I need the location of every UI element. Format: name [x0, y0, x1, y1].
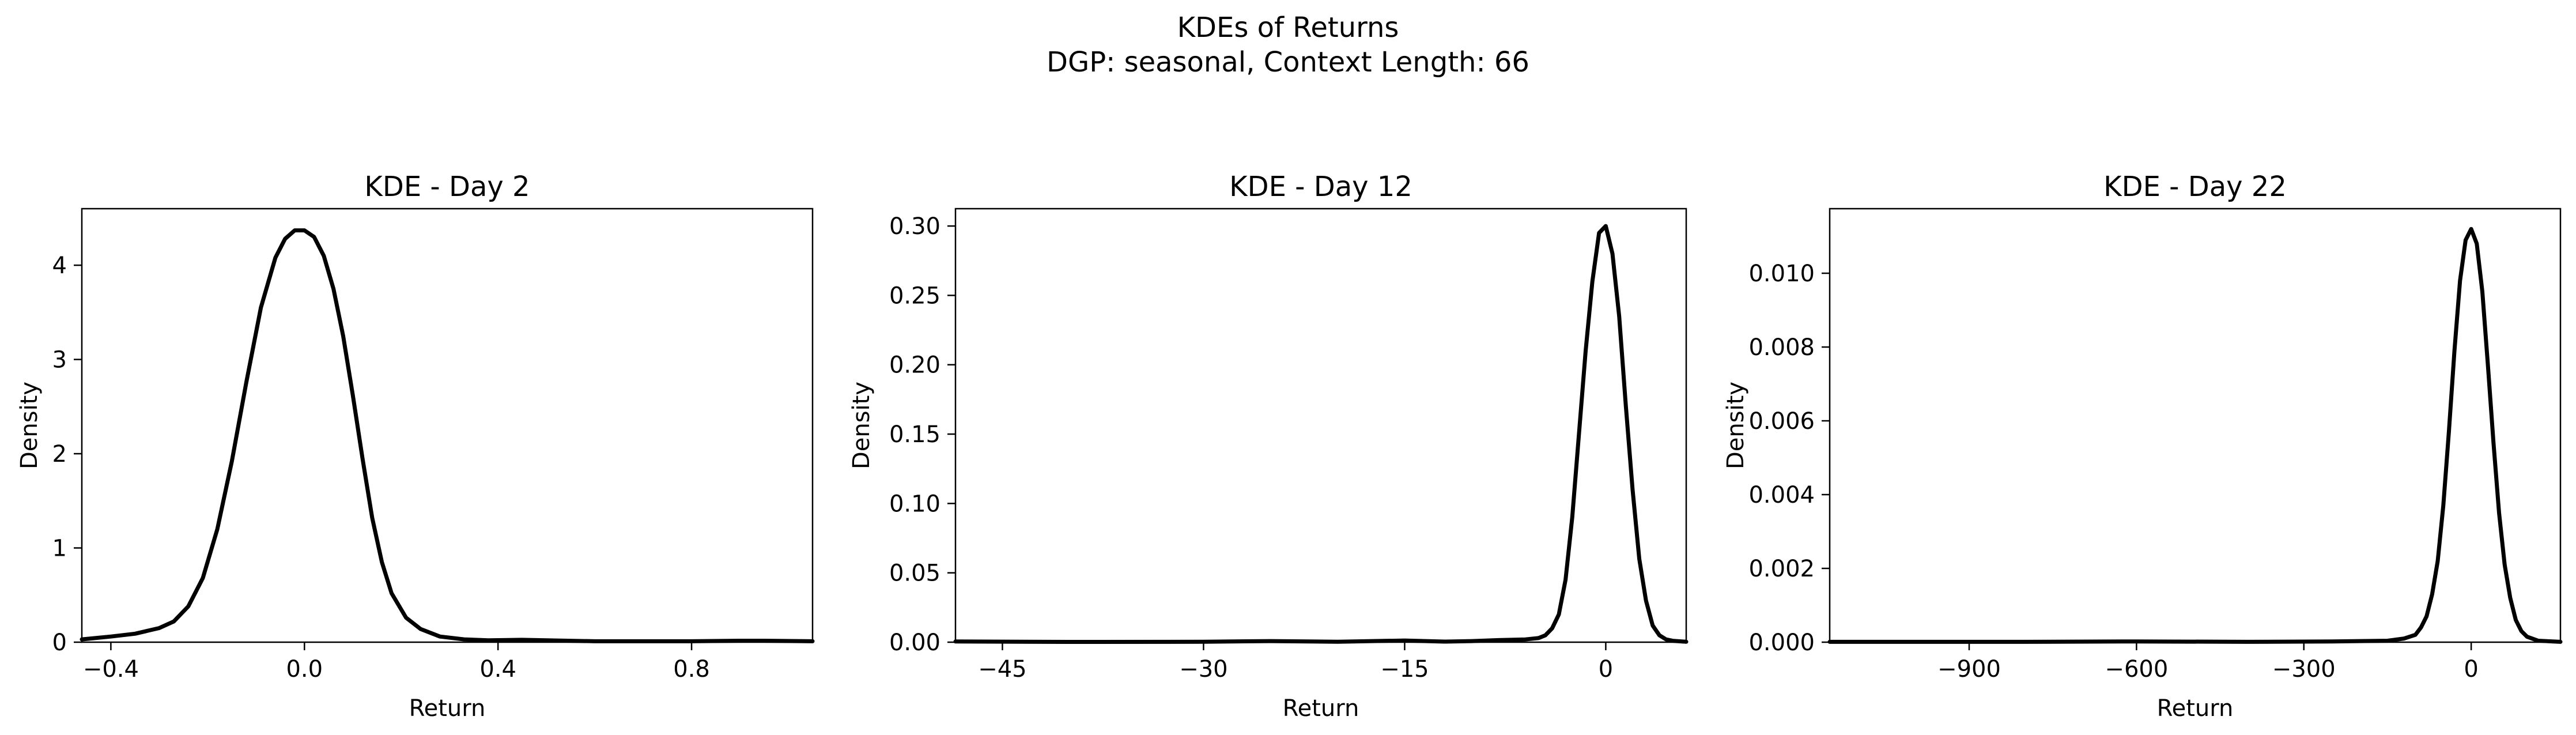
y-tick-label: 0.15	[889, 421, 940, 448]
y-axis-label: Density	[848, 382, 875, 469]
x-tick-label: 0	[1599, 656, 1613, 683]
y-tick-label: 0.008	[1748, 334, 1815, 361]
x-axis-label: Return	[2157, 695, 2234, 722]
y-tick-label: 1	[52, 536, 67, 562]
x-tick-label: −300	[2272, 656, 2336, 683]
y-tick-label: 0.00	[889, 630, 940, 656]
y-tick-label: 0.30	[889, 213, 940, 240]
figure-title: KDEs of Returns DGP: seasonal, Context L…	[0, 10, 2576, 80]
y-axis-label: Density	[1723, 382, 1749, 469]
subplot-3: −900 −600 −300 0 0.000 0.002 0.004 0.006 0.008 0.…	[1723, 171, 2563, 722]
subplot-1: −0.4 0.0 0.4 0.8 0 1 2 3 4 KDE - Day 2 Return Densi…	[16, 171, 815, 722]
x-tick-label: −0.4	[83, 656, 139, 683]
x-tick-label: −30	[1179, 656, 1227, 683]
x-tick-label: −15	[1380, 656, 1429, 683]
y-tick-label: 0.004	[1748, 482, 1815, 508]
x-axis-label: Return	[409, 695, 486, 722]
axes-frame	[81, 208, 814, 643]
y-tick-label: 0.20	[889, 352, 940, 379]
axes-frame	[954, 208, 1687, 643]
kde-line-series-1	[953, 224, 1689, 644]
y-tick-label: 0.25	[889, 282, 940, 309]
figure-title-line-2: DGP: seasonal, Context Length: 66	[1047, 46, 1529, 78]
subplot-title: KDE - Day 12	[1229, 171, 1412, 203]
x-tick-label: −600	[2105, 656, 2168, 683]
x-tick-label: 0	[2464, 656, 2478, 683]
figure-title-line-1: KDEs of Returns	[1177, 12, 1399, 44]
x-tick-label: 0.8	[673, 656, 710, 683]
kde-line-series-1	[80, 228, 815, 643]
y-tick-label: 0.006	[1748, 408, 1815, 435]
y-tick-label: 2	[52, 441, 67, 468]
x-tick-label: 0.0	[286, 656, 323, 683]
kde-line-series-1	[1827, 227, 2563, 644]
y-tick-label: 3	[52, 347, 67, 374]
y-tick-label: 0.010	[1748, 261, 1815, 287]
y-tick-label: 0.05	[889, 560, 940, 587]
x-tick-label: −45	[978, 656, 1026, 683]
y-tick-label: 0	[52, 630, 67, 656]
y-tick-label: 0.000	[1748, 630, 1815, 656]
subplot-2: −45 −30 −15 0 0.00 0.05 0.10 0.15 0.20 0.25 0.30 KD…	[848, 171, 1689, 722]
subplot-title: KDE - Day 2	[364, 171, 530, 203]
y-tick-label: 0.002	[1748, 556, 1815, 582]
y-axis-label: Density	[16, 382, 43, 469]
axes-frame	[1829, 208, 2562, 643]
y-tick-label: 4	[52, 252, 67, 279]
y-tick-label: 0.10	[889, 491, 940, 517]
subplot-title: KDE - Day 22	[2103, 171, 2287, 203]
x-tick-label: 0.4	[479, 656, 516, 683]
x-axis-label: Return	[1283, 695, 1359, 722]
x-tick-label: −900	[1937, 656, 2001, 683]
